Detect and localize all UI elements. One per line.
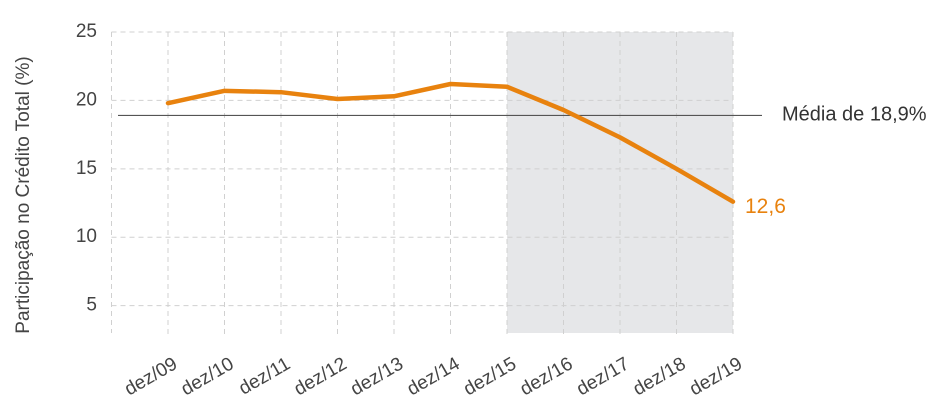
y-tick-label: 5 xyxy=(86,295,97,316)
line xyxy=(165,81,736,204)
x-tick-label: dez/16 xyxy=(517,353,577,400)
reference-label: Média de 18,9% xyxy=(782,104,927,126)
y-axis-label: Participação no Crédito Total (%) xyxy=(13,56,34,333)
x-tick-label: dez/15 xyxy=(460,353,520,400)
x-tick-label: dez/12 xyxy=(291,353,351,400)
y-tick-label: 10 xyxy=(76,226,97,247)
x-tick-label: dez/11 xyxy=(235,353,294,399)
x-tick-label: dez/17 xyxy=(573,353,633,400)
x-tick-label: dez/13 xyxy=(347,353,407,400)
x-tick-label: dez/19 xyxy=(686,353,746,400)
x-tick-label: dez/14 xyxy=(404,353,464,400)
y-tick-label: 15 xyxy=(76,158,97,179)
shaded-range xyxy=(507,32,733,333)
y-tick-label: 25 xyxy=(76,21,97,42)
x-tick-label: dez/18 xyxy=(630,353,690,400)
y-tick-label: 20 xyxy=(76,89,97,110)
x-tick-label: dez/10 xyxy=(178,353,238,400)
data-label: 12,6 xyxy=(745,195,786,218)
x-tick-label: dez/09 xyxy=(121,353,181,400)
